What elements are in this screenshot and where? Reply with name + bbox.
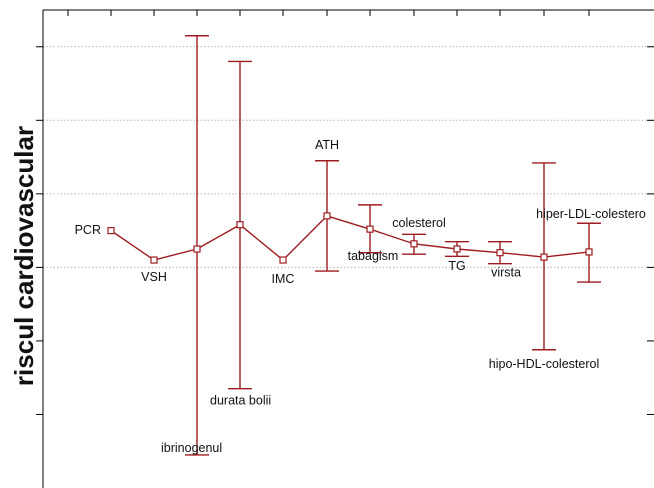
category-label: hiper-LDL-colestero [536,207,646,221]
grid-lines [43,46,654,268]
error-bars [185,35,601,456]
category-label: ATH [315,138,339,152]
category-label: ibrinogenul [161,441,222,455]
x-axis-ticks [67,10,590,16]
data-point [193,245,201,253]
category-label: durata bolii [210,394,271,408]
data-points [107,212,593,264]
data-point [323,212,331,220]
y-axis-ticks [36,46,654,415]
data-point [107,227,115,235]
data-point [453,245,461,253]
category-label: colesterol [392,216,446,230]
y-axis-label: riscul cardiovascular [9,126,39,386]
data-point [150,256,158,264]
data-point [496,249,504,257]
data-point [410,240,418,248]
category-label: IMC [272,272,295,286]
data-point [236,221,244,229]
category-label: TG [448,259,465,273]
category-label: virsta [491,265,521,279]
category-label: hipo-HDL-colesterol [489,357,599,371]
data-point [540,253,548,261]
category-label: VSH [141,270,167,284]
data-point [279,256,287,264]
series-line [110,215,590,261]
data-point [585,248,593,256]
category-label: tabagism [348,249,399,263]
category-label: PCR [75,223,101,237]
point-labels: PCR VSH ibrinogenul durata bolii IMC ATH tabag… [75,138,646,455]
data-point [366,225,374,233]
